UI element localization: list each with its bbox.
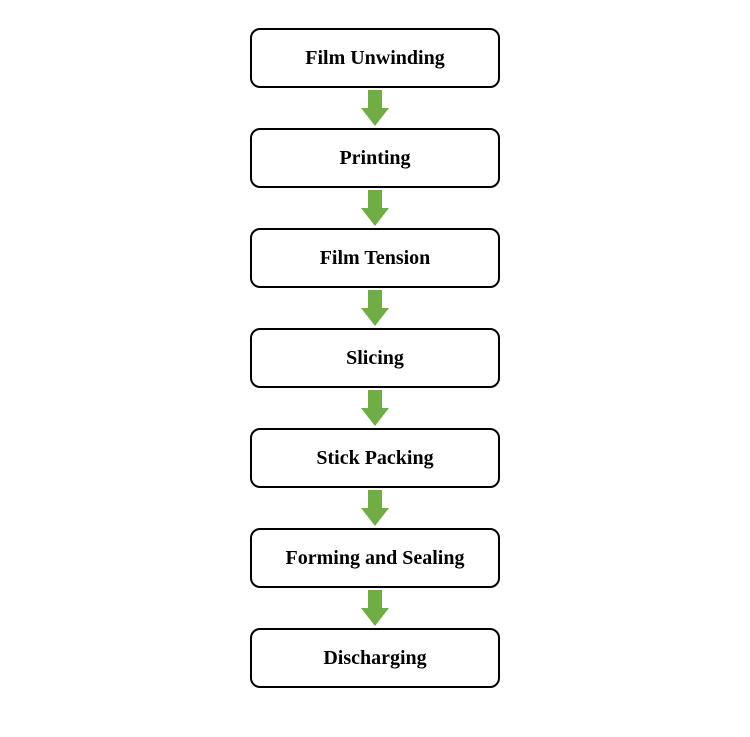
flowchart: Film Unwinding Printing Film Tension Sli…: [0, 0, 750, 737]
flow-step-label: Stick Packing: [316, 447, 433, 470]
flow-step-2: Printing: [250, 128, 500, 188]
flow-step-6: Forming and Sealing: [250, 528, 500, 588]
arrow-down-icon: [361, 590, 389, 626]
flow-step-label: Film Tension: [320, 247, 431, 270]
flow-step-label: Forming and Sealing: [286, 547, 465, 570]
flow-step-4: Slicing: [250, 328, 500, 388]
arrow-down-icon: [361, 390, 389, 426]
flow-step-1: Film Unwinding: [250, 28, 500, 88]
flow-step-label: Film Unwinding: [305, 47, 444, 70]
arrow-down-icon: [361, 290, 389, 326]
arrow-down-icon: [361, 90, 389, 126]
flow-step-label: Printing: [339, 147, 410, 170]
flow-step-7: Discharging: [250, 628, 500, 688]
flow-step-label: Slicing: [346, 347, 404, 370]
flow-step-5: Stick Packing: [250, 428, 500, 488]
flow-step-3: Film Tension: [250, 228, 500, 288]
arrow-down-icon: [361, 490, 389, 526]
flow-step-label: Discharging: [323, 647, 426, 670]
arrow-down-icon: [361, 190, 389, 226]
